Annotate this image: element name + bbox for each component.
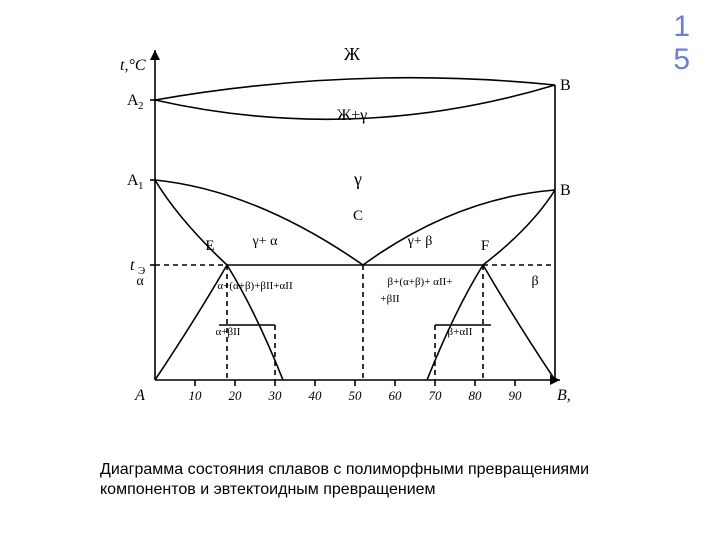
svg-text:β: β [531, 274, 538, 289]
svg-text:A: A [134, 387, 145, 404]
svg-text:30: 30 [268, 388, 283, 403]
svg-text:B, %: B, % [557, 387, 570, 404]
svg-text:γ: γ [353, 169, 362, 189]
svg-text:70: 70 [429, 388, 443, 403]
svg-text:F: F [481, 238, 489, 254]
svg-text:β+αII: β+αII [448, 326, 473, 338]
svg-text:60: 60 [389, 388, 403, 403]
svg-text:Ж: Ж [344, 44, 361, 64]
svg-text:B: B [560, 182, 570, 199]
svg-text:t: t [130, 257, 135, 274]
svg-text:γ+ β: γ+ β [407, 234, 433, 249]
svg-text:2: 2 [138, 100, 144, 112]
svg-text:γ+ α: γ+ α [252, 234, 279, 249]
svg-text:β+(α+β)+ αII+: β+(α+β)+ αII+ [388, 276, 453, 288]
svg-text:40: 40 [309, 388, 323, 403]
phase-diagram: 102030405060708090AB, %t,°CA2A1tЭB2B1ЖЖ+… [100, 40, 570, 425]
svg-text:80: 80 [469, 388, 483, 403]
svg-text:C: C [353, 208, 363, 224]
svg-text:α+(α+β)+βII+αII: α+(α+β)+βII+αII [217, 280, 293, 292]
svg-text:1: 1 [138, 180, 144, 192]
svg-text:50: 50 [349, 388, 363, 403]
diagram-caption: Диаграмма состояния сплавов с полиморфны… [100, 460, 620, 500]
svg-text:90: 90 [509, 388, 523, 403]
svg-text:α+βII: α+βII [216, 326, 241, 338]
svg-text:+βII: +βII [380, 293, 399, 305]
svg-text:20: 20 [229, 388, 243, 403]
svg-text:t,°C: t,°C [120, 57, 146, 74]
slide-number-top: 1 [673, 10, 690, 43]
slide-number-bottom: 5 [673, 43, 690, 76]
svg-text:Ж+γ: Ж+γ [337, 107, 367, 124]
svg-text:B: B [560, 77, 570, 94]
svg-text:10: 10 [189, 388, 203, 403]
svg-text:E: E [205, 238, 214, 254]
svg-text:α: α [136, 274, 144, 289]
